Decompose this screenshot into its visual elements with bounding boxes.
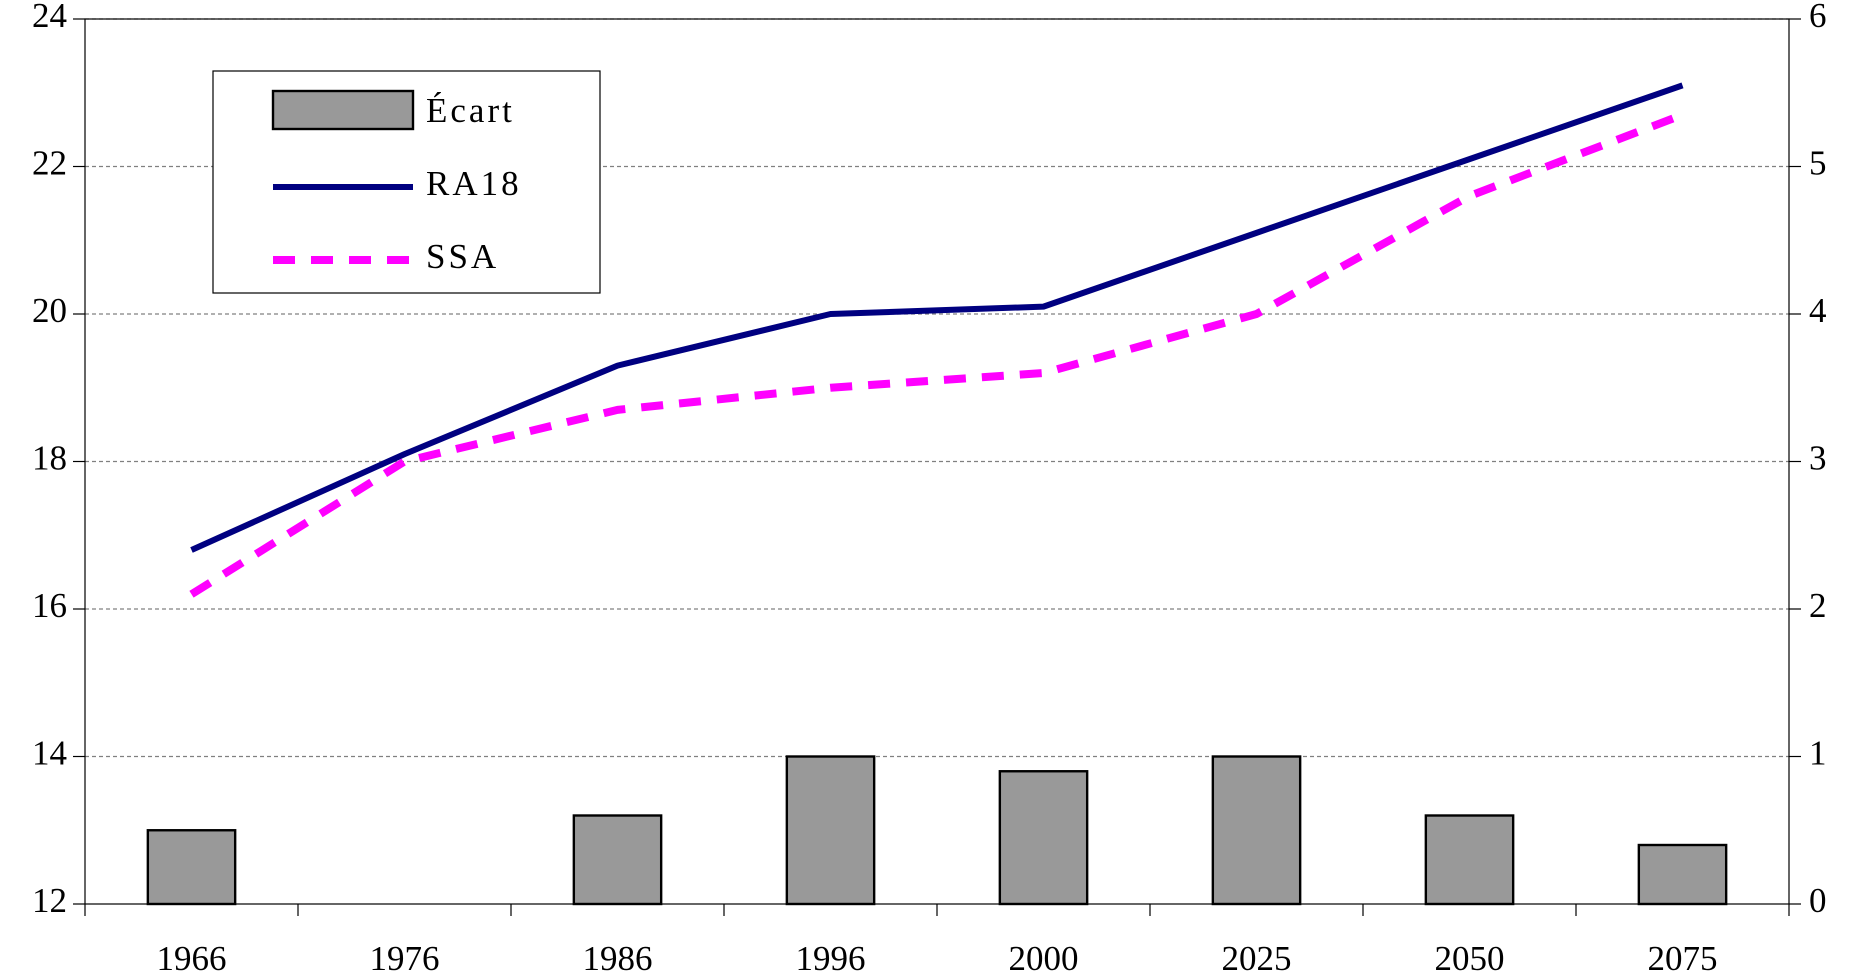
y2-tick-label: 6 [1809, 0, 1827, 35]
y2-tick-label: 2 [1809, 586, 1827, 625]
bar [998, 770, 1089, 906]
bar [785, 755, 876, 906]
legend-label: RA18 [426, 164, 522, 203]
x-tick-label: 1976 [370, 939, 440, 978]
bar [1424, 814, 1515, 906]
y-tick-label: 14 [32, 734, 67, 773]
y-tick-label: 20 [32, 291, 67, 330]
y2-tick-label: 0 [1809, 881, 1827, 920]
bar [1637, 843, 1728, 906]
x-tick-label: 2025 [1222, 939, 1292, 978]
legend-label: Écart [426, 91, 515, 130]
x-tick-label: 2075 [1648, 939, 1718, 978]
y-tick-label: 18 [32, 439, 67, 478]
y-tick-label: 24 [32, 0, 67, 35]
bar [1211, 755, 1302, 906]
y2-tick-label: 3 [1809, 439, 1827, 478]
plot-frame [84, 18, 1790, 905]
y2-tick-label: 4 [1809, 291, 1827, 330]
legend-swatch [271, 89, 415, 131]
x-tick-label: 2050 [1435, 939, 1505, 978]
y-tick-label: 16 [32, 586, 67, 625]
bar [146, 829, 237, 906]
y-tick-label: 12 [32, 881, 67, 920]
x-tick-label: 1996 [796, 939, 866, 978]
y-tick-label: 22 [32, 144, 67, 183]
line [190, 82, 1684, 553]
x-tick-label: 1966 [157, 939, 227, 978]
legend-label: SSA [426, 237, 499, 276]
line [189, 111, 1684, 598]
y2-tick-label: 1 [1809, 734, 1827, 773]
x-tick-label: 1986 [583, 939, 653, 978]
x-tick-label: 2000 [1009, 939, 1079, 978]
y2-tick-label: 5 [1809, 144, 1827, 183]
bar [572, 814, 663, 906]
